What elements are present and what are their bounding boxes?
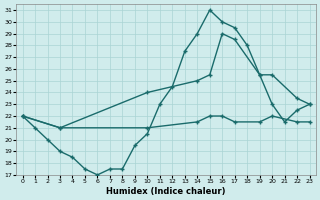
X-axis label: Humidex (Indice chaleur): Humidex (Indice chaleur): [106, 187, 226, 196]
